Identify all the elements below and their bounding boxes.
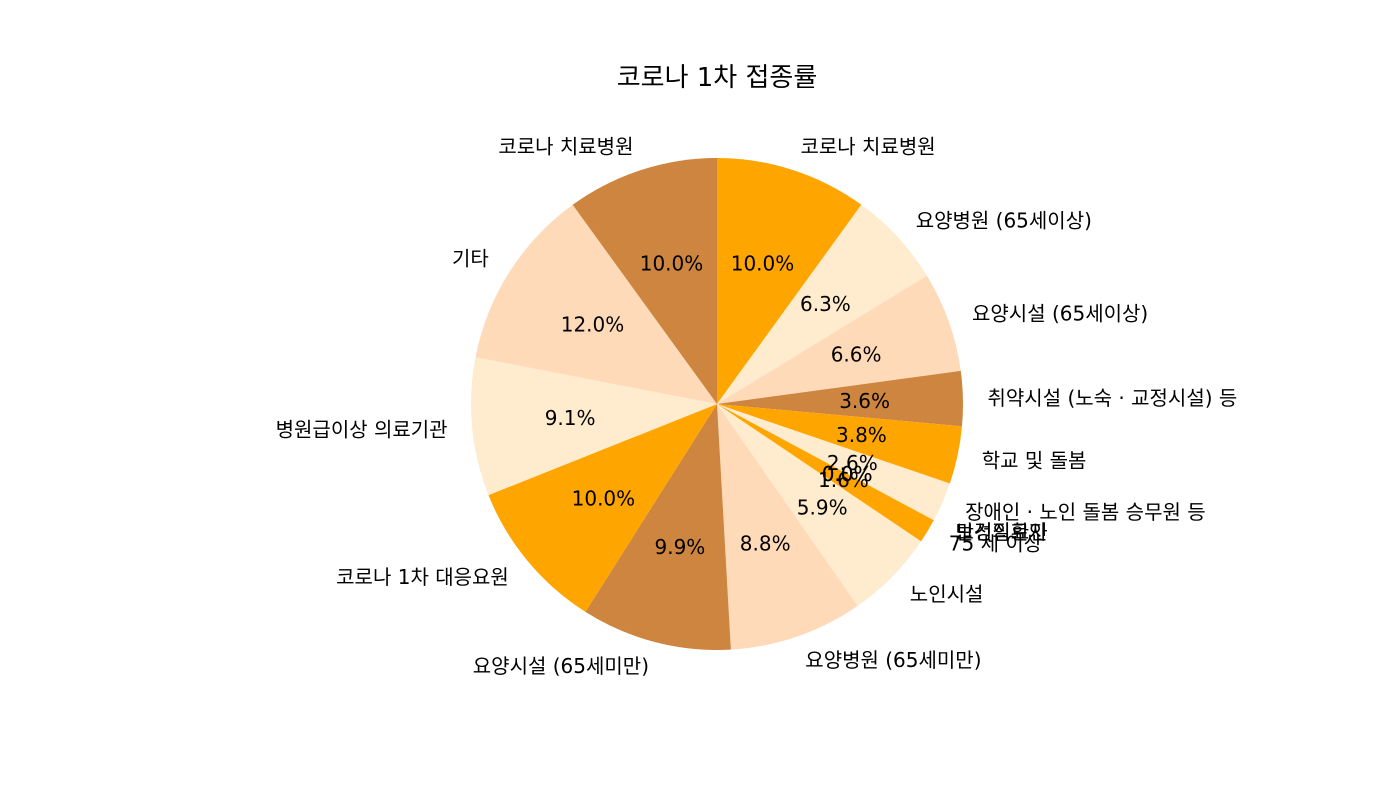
slice-category-label: 취약시설 (노숙 · 교정시설) 등 <box>988 386 1238 410</box>
pie-slice <box>717 370 963 427</box>
pie-slice <box>470 357 717 496</box>
pie-slice <box>717 404 922 606</box>
pie-slice <box>717 275 961 404</box>
pie-slices <box>470 158 963 650</box>
slice-category-label: 75 세 이상 <box>949 532 1042 556</box>
slice-category-label: 요양시설 (65세미만) <box>473 654 649 678</box>
pie-slice <box>717 158 862 404</box>
slice-percent-label: 1.6% <box>818 468 869 492</box>
slice-percent-label: 6.3% <box>800 292 851 316</box>
percent-labels: 10.0%6.3%6.6%3.6%3.8%2.6%0.0%0.0%1.6%5.9… <box>545 252 890 559</box>
slice-category-label: 코로나 1차 대응요원 <box>336 565 509 589</box>
slice-percent-label: 8.8% <box>740 532 791 556</box>
pie-slice <box>717 404 858 650</box>
slice-percent-label: 0.0% <box>822 462 873 486</box>
slice-category-label: 학교 및 돌봄 <box>982 448 1087 472</box>
slice-category-label: 코로나 치료병원 <box>498 135 633 159</box>
pie-slice <box>717 204 927 404</box>
slice-percent-label: 2.6% <box>827 451 878 475</box>
pie-slice <box>488 404 717 612</box>
slice-category-label: 요양시설 (65세이상) <box>972 301 1148 325</box>
slice-category-label: 기타 <box>452 247 489 271</box>
pie-slice <box>717 404 950 521</box>
slice-percent-label: 6.6% <box>831 343 882 367</box>
pie-slice <box>717 404 962 484</box>
slice-percent-label: 0.0% <box>822 462 873 486</box>
slice-percent-label: 10.0% <box>731 252 795 276</box>
slice-percent-label: 3.6% <box>839 389 890 413</box>
slice-category-label: 장애인 · 노인 돌봄 승무원 등 <box>965 500 1206 524</box>
slice-percent-label: 9.1% <box>545 406 596 430</box>
chart-title: 코로나 1차 접종률 <box>617 63 818 93</box>
pie-slice <box>475 204 717 404</box>
slice-percent-label: 12.0% <box>561 313 625 337</box>
slice-percent-label: 9.9% <box>654 535 705 559</box>
slice-percent-label: 3.8% <box>836 423 887 447</box>
slice-percent-label: 5.9% <box>797 496 848 520</box>
slice-category-label: 만성질환자 <box>956 520 1048 544</box>
pie-slice <box>717 404 934 542</box>
pie-slice <box>572 158 717 404</box>
slice-category-label: 요양병원 (65세미만) <box>805 648 981 672</box>
slice-percent-label: 10.0% <box>572 486 636 510</box>
slice-percent-label: 10.0% <box>640 252 704 276</box>
slice-category-label: 병원급이상 의료기관 <box>276 417 448 441</box>
slice-category-label: 코로나 치료병원 <box>801 135 936 159</box>
slice-category-label: 노인시설 <box>910 582 984 606</box>
pie-slice <box>585 404 731 650</box>
slice-category-label: 요양병원 (65세이상) <box>916 208 1092 232</box>
slice-category-label: 보건의료인 <box>956 520 1048 544</box>
